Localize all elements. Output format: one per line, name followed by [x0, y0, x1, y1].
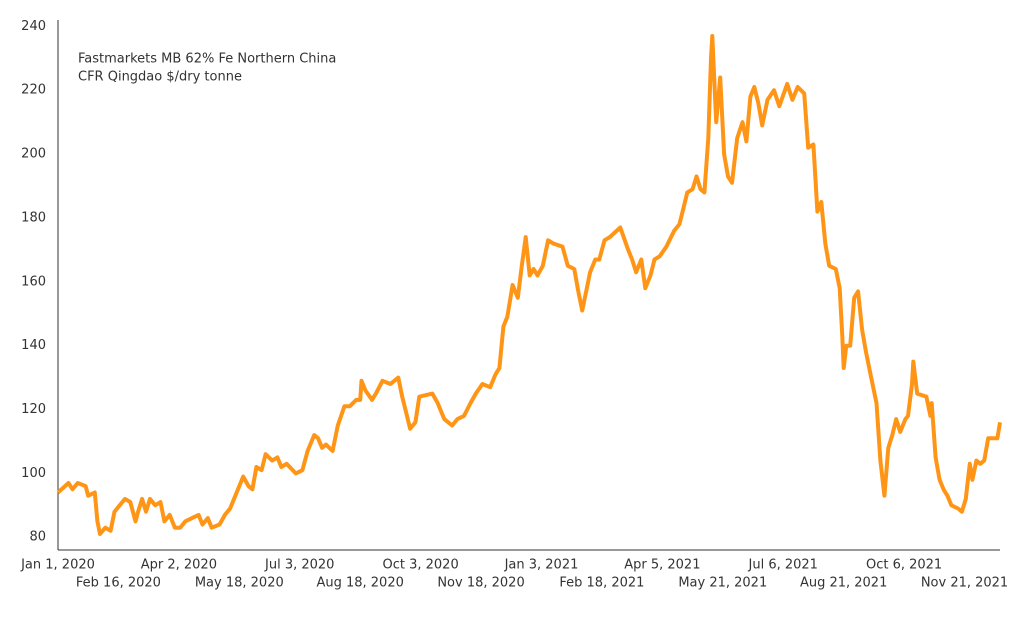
x-tick-label: Nov 18, 2020	[437, 576, 524, 591]
annotation: Fastmarkets MB 62% Fe Northern China	[78, 52, 336, 67]
y-tick-label: 80	[29, 530, 46, 545]
y-tick-label: 240	[21, 19, 46, 34]
x-tick-label: Apr 5, 2021	[624, 558, 700, 573]
annotation: CFR Qingdao $/dry tonne	[78, 70, 242, 85]
x-tick-label: Jan 1, 2020	[20, 558, 95, 573]
y-tick-label: 180	[21, 210, 46, 225]
y-tick-label: 140	[21, 338, 46, 353]
x-tick-label: Aug 21, 2021	[800, 576, 887, 591]
y-tick-label: 220	[21, 83, 46, 98]
y-tick-label: 100	[21, 466, 46, 481]
price-line	[56, 34, 1002, 536]
x-tick-label: Aug 18, 2020	[316, 576, 403, 591]
y-tick-label: 160	[21, 274, 46, 289]
x-tick-label: Feb 18, 2021	[559, 576, 644, 591]
y-tick-label: 200	[21, 147, 46, 162]
y-tick-label: 120	[21, 402, 46, 417]
x-tick-label: Jul 3, 2020	[264, 558, 334, 573]
x-tick-label: Feb 16, 2020	[76, 576, 161, 591]
x-tick-label: May 21, 2021	[678, 576, 767, 591]
x-tick-label: Oct 6, 2021	[866, 558, 942, 573]
x-tick-label: May 18, 2020	[195, 576, 284, 591]
x-tick-label: Jul 6, 2021	[748, 558, 818, 573]
x-tick-label: Oct 3, 2020	[382, 558, 458, 573]
x-tick-label: Apr 2, 2020	[141, 558, 217, 573]
x-tick-label: Nov 21, 2021	[921, 576, 1008, 591]
x-tick-label: Jan 3, 2021	[504, 558, 579, 573]
